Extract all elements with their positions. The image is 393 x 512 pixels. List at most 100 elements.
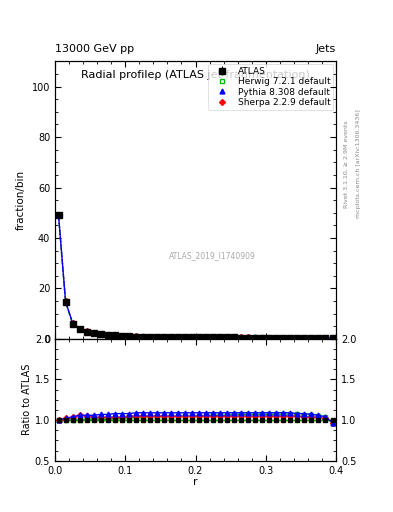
Sherpa 2.2.9 default [147, 334, 152, 340]
Pythia 8.308 default [162, 334, 166, 340]
Y-axis label: fraction/bin: fraction/bin [16, 170, 26, 230]
Sherpa 2.2.9 default [309, 335, 314, 341]
Pythia 8.308 default [288, 334, 293, 340]
Pythia 8.308 default [309, 335, 314, 341]
Herwig 7.2.1 default [70, 321, 75, 327]
X-axis label: r: r [193, 477, 198, 487]
Herwig 7.2.1 default [288, 334, 293, 340]
Pythia 8.308 default [232, 334, 237, 340]
Herwig 7.2.1 default [105, 332, 110, 338]
Herwig 7.2.1 default [154, 334, 159, 340]
Sherpa 2.2.9 default [196, 334, 201, 340]
Herwig 7.2.1 default [119, 333, 124, 339]
Sherpa 2.2.9 default [225, 334, 230, 340]
Sherpa 2.2.9 default [204, 334, 208, 340]
Herwig 7.2.1 default [309, 335, 314, 341]
Herwig 7.2.1 default [232, 334, 237, 340]
Pythia 8.308 default [84, 328, 89, 334]
Pythia 8.308 default [281, 334, 286, 340]
Herwig 7.2.1 default [330, 335, 335, 341]
Sherpa 2.2.9 default [105, 332, 110, 338]
Pythia 8.308 default [330, 335, 335, 341]
Pythia 8.308 default [246, 334, 251, 340]
Sherpa 2.2.9 default [274, 334, 279, 340]
Pythia 8.308 default [218, 334, 222, 340]
Herwig 7.2.1 default [162, 334, 166, 340]
Pythia 8.308 default [211, 334, 215, 340]
Sherpa 2.2.9 default [134, 333, 138, 339]
Pythia 8.308 default [225, 334, 230, 340]
Herwig 7.2.1 default [253, 334, 257, 340]
Legend: ATLAS, Herwig 7.2.1 default, Pythia 8.308 default, Sherpa 2.2.9 default: ATLAS, Herwig 7.2.1 default, Pythia 8.30… [208, 64, 333, 110]
Sherpa 2.2.9 default [246, 334, 251, 340]
Sherpa 2.2.9 default [91, 330, 96, 336]
Sherpa 2.2.9 default [267, 334, 272, 340]
Herwig 7.2.1 default [169, 334, 173, 340]
Herwig 7.2.1 default [260, 334, 264, 340]
Sherpa 2.2.9 default [253, 334, 257, 340]
Pythia 8.308 default [56, 212, 61, 218]
Pythia 8.308 default [323, 335, 328, 341]
Pythia 8.308 default [91, 330, 96, 336]
Pythia 8.308 default [140, 333, 145, 339]
Pythia 8.308 default [274, 334, 279, 340]
Pythia 8.308 default [239, 334, 244, 340]
Herwig 7.2.1 default [239, 334, 244, 340]
Herwig 7.2.1 default [295, 334, 300, 340]
Sherpa 2.2.9 default [77, 326, 82, 332]
Sherpa 2.2.9 default [154, 334, 159, 340]
Text: Rivet 3.1.10, ≥ 2.9M events: Rivet 3.1.10, ≥ 2.9M events [344, 120, 349, 208]
Sherpa 2.2.9 default [63, 298, 68, 305]
Herwig 7.2.1 default [218, 334, 222, 340]
Pythia 8.308 default [196, 334, 201, 340]
Line: Pythia 8.308 default: Pythia 8.308 default [56, 213, 335, 340]
Herwig 7.2.1 default [211, 334, 215, 340]
Text: Radial profileρ (ATLAS jet fragmentation): Radial profileρ (ATLAS jet fragmentation… [81, 70, 310, 80]
Text: mcplots.cern.ch [arXiv:1306.3436]: mcplots.cern.ch [arXiv:1306.3436] [356, 110, 361, 218]
Pythia 8.308 default [190, 334, 195, 340]
Pythia 8.308 default [70, 320, 75, 326]
Pythia 8.308 default [154, 334, 159, 340]
Sherpa 2.2.9 default [232, 334, 237, 340]
Sherpa 2.2.9 default [288, 334, 293, 340]
Pythia 8.308 default [127, 333, 131, 339]
Line: Herwig 7.2.1 default: Herwig 7.2.1 default [56, 213, 335, 340]
Pythia 8.308 default [176, 334, 180, 340]
Herwig 7.2.1 default [140, 333, 145, 339]
Sherpa 2.2.9 default [127, 333, 131, 339]
Sherpa 2.2.9 default [176, 334, 180, 340]
Sherpa 2.2.9 default [330, 335, 335, 341]
Herwig 7.2.1 default [267, 334, 272, 340]
Herwig 7.2.1 default [98, 331, 103, 337]
Pythia 8.308 default [98, 331, 103, 337]
Sherpa 2.2.9 default [211, 334, 215, 340]
Sherpa 2.2.9 default [323, 335, 328, 341]
Herwig 7.2.1 default [91, 330, 96, 336]
Sherpa 2.2.9 default [190, 334, 195, 340]
Pythia 8.308 default [302, 334, 307, 340]
Herwig 7.2.1 default [84, 329, 89, 335]
Herwig 7.2.1 default [56, 212, 61, 218]
Herwig 7.2.1 default [190, 334, 195, 340]
Sherpa 2.2.9 default [218, 334, 222, 340]
Herwig 7.2.1 default [246, 334, 251, 340]
Pythia 8.308 default [316, 335, 321, 341]
Pythia 8.308 default [169, 334, 173, 340]
Text: ATLAS_2019_I1740909: ATLAS_2019_I1740909 [169, 251, 256, 260]
Sherpa 2.2.9 default [302, 335, 307, 341]
Pythia 8.308 default [147, 333, 152, 339]
Pythia 8.308 default [63, 298, 68, 305]
Pythia 8.308 default [253, 334, 257, 340]
Y-axis label: Ratio to ATLAS: Ratio to ATLAS [22, 364, 32, 436]
Herwig 7.2.1 default [112, 332, 117, 338]
Herwig 7.2.1 default [147, 334, 152, 340]
Sherpa 2.2.9 default [316, 335, 321, 341]
Sherpa 2.2.9 default [84, 328, 89, 334]
Herwig 7.2.1 default [323, 335, 328, 341]
Pythia 8.308 default [134, 333, 138, 339]
Pythia 8.308 default [77, 326, 82, 332]
Herwig 7.2.1 default [204, 334, 208, 340]
Pythia 8.308 default [204, 334, 208, 340]
Sherpa 2.2.9 default [281, 334, 286, 340]
Sherpa 2.2.9 default [239, 334, 244, 340]
